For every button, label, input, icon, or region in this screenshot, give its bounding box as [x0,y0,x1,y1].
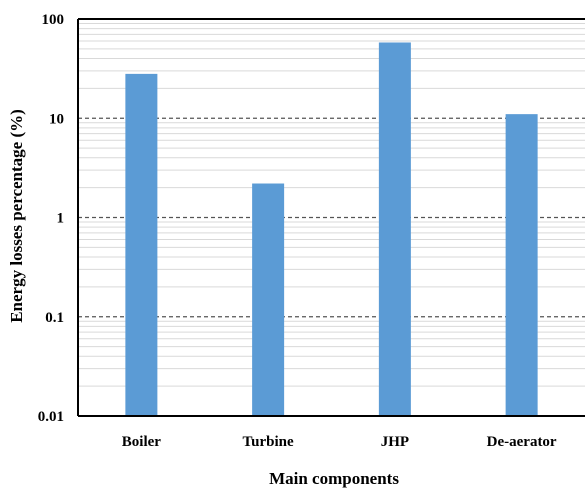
bar-turbine [252,183,285,416]
bars [125,42,538,417]
x-tick-label: JHP [381,434,409,450]
major-gridlines [78,117,585,318]
y-tick-label: 0.1 [45,310,64,326]
x-tick-label: De-aerator [487,434,557,450]
bar-de-aerator [505,114,538,416]
x-tick-label: Boiler [122,434,161,450]
y-tick-label: 100 [42,12,65,28]
y-tick-label: 1 [57,211,65,227]
axes [77,18,585,417]
minor-gridlines [78,23,585,387]
bar-boiler [125,73,158,416]
x-tick-labels: Boiler Turbine JHP De-aerator [122,434,557,450]
y-axis-title: Energy losses percentage (%) [7,109,26,323]
x-axis-title: Main components [269,469,399,488]
bar-jhp [378,42,411,417]
y-tick-labels: 0.01 0.1 1 10 100 [38,12,64,425]
y-tick-label: 0.01 [38,409,64,425]
x-tick-label: Turbine [243,434,294,450]
y-tick-label: 10 [49,111,64,127]
